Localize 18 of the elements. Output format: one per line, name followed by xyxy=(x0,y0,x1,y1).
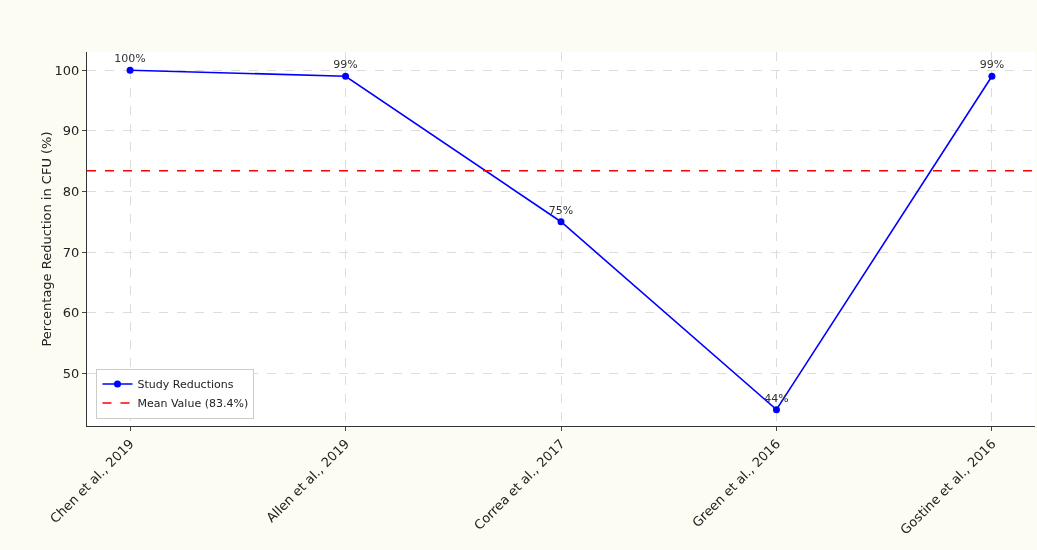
y-tick-label: 70 xyxy=(62,244,80,260)
data-label: 99% xyxy=(979,58,1005,72)
data-label: 75% xyxy=(548,203,574,217)
point xyxy=(342,72,350,80)
legend-label: Mean Value (83.4%) xyxy=(137,397,249,411)
point xyxy=(557,218,565,226)
y-tick-label: 80 xyxy=(62,183,80,199)
legend-label: Study Reductions xyxy=(137,378,234,392)
y-tick-label: 90 xyxy=(62,123,80,139)
point xyxy=(988,72,996,80)
y-tick-label: 100 xyxy=(54,62,80,78)
y-tick-label: 50 xyxy=(62,365,80,381)
y-axis-title: Percentage Reduction in CFU (%) xyxy=(39,131,54,347)
y-tick-label: 60 xyxy=(62,305,80,321)
data-label: 99% xyxy=(333,58,358,72)
point xyxy=(772,406,780,414)
point xyxy=(126,66,134,74)
data-label: 100% xyxy=(114,52,146,66)
